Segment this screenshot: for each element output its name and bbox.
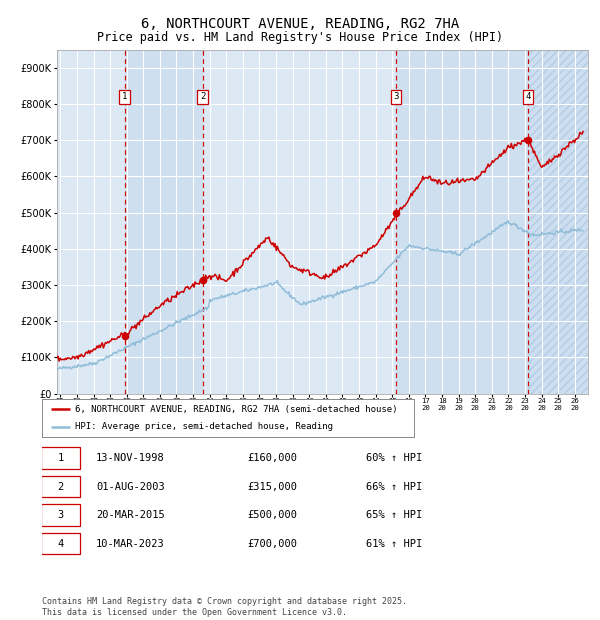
Text: 6, NORTHCOURT AVENUE, READING, RG2 7HA (semi-detached house): 6, NORTHCOURT AVENUE, READING, RG2 7HA (… bbox=[76, 404, 398, 414]
Text: 60% ↑ HPI: 60% ↑ HPI bbox=[366, 453, 422, 463]
FancyBboxPatch shape bbox=[41, 504, 80, 526]
Text: 4: 4 bbox=[526, 92, 531, 101]
FancyBboxPatch shape bbox=[41, 447, 80, 469]
Text: £160,000: £160,000 bbox=[247, 453, 297, 463]
Text: 3: 3 bbox=[57, 510, 64, 520]
Bar bbox=[125, 50, 203, 394]
Text: 2: 2 bbox=[57, 482, 64, 492]
Text: 61% ↑ HPI: 61% ↑ HPI bbox=[366, 539, 422, 549]
Text: 1: 1 bbox=[122, 92, 127, 101]
Bar bbox=[396, 50, 528, 394]
Text: 6, NORTHCOURT AVENUE, READING, RG2 7HA: 6, NORTHCOURT AVENUE, READING, RG2 7HA bbox=[141, 17, 459, 32]
Text: 10-MAR-2023: 10-MAR-2023 bbox=[96, 539, 165, 549]
Text: Price paid vs. HM Land Registry's House Price Index (HPI): Price paid vs. HM Land Registry's House … bbox=[97, 31, 503, 44]
Text: 20-MAR-2015: 20-MAR-2015 bbox=[96, 510, 165, 520]
Text: 3: 3 bbox=[393, 92, 398, 101]
Text: £500,000: £500,000 bbox=[247, 510, 297, 520]
Text: 65% ↑ HPI: 65% ↑ HPI bbox=[366, 510, 422, 520]
Text: 2: 2 bbox=[200, 92, 205, 101]
Text: £315,000: £315,000 bbox=[247, 482, 297, 492]
Text: 13-NOV-1998: 13-NOV-1998 bbox=[96, 453, 165, 463]
Text: 4: 4 bbox=[57, 539, 64, 549]
Text: £700,000: £700,000 bbox=[247, 539, 297, 549]
FancyBboxPatch shape bbox=[41, 533, 80, 554]
Text: 1: 1 bbox=[57, 453, 64, 463]
Text: Contains HM Land Registry data © Crown copyright and database right 2025.
This d: Contains HM Land Registry data © Crown c… bbox=[42, 598, 407, 617]
Text: HPI: Average price, semi-detached house, Reading: HPI: Average price, semi-detached house,… bbox=[76, 422, 334, 432]
Text: 66% ↑ HPI: 66% ↑ HPI bbox=[366, 482, 422, 492]
Text: 01-AUG-2003: 01-AUG-2003 bbox=[96, 482, 165, 492]
FancyBboxPatch shape bbox=[41, 476, 80, 497]
Bar bbox=[528, 50, 588, 394]
